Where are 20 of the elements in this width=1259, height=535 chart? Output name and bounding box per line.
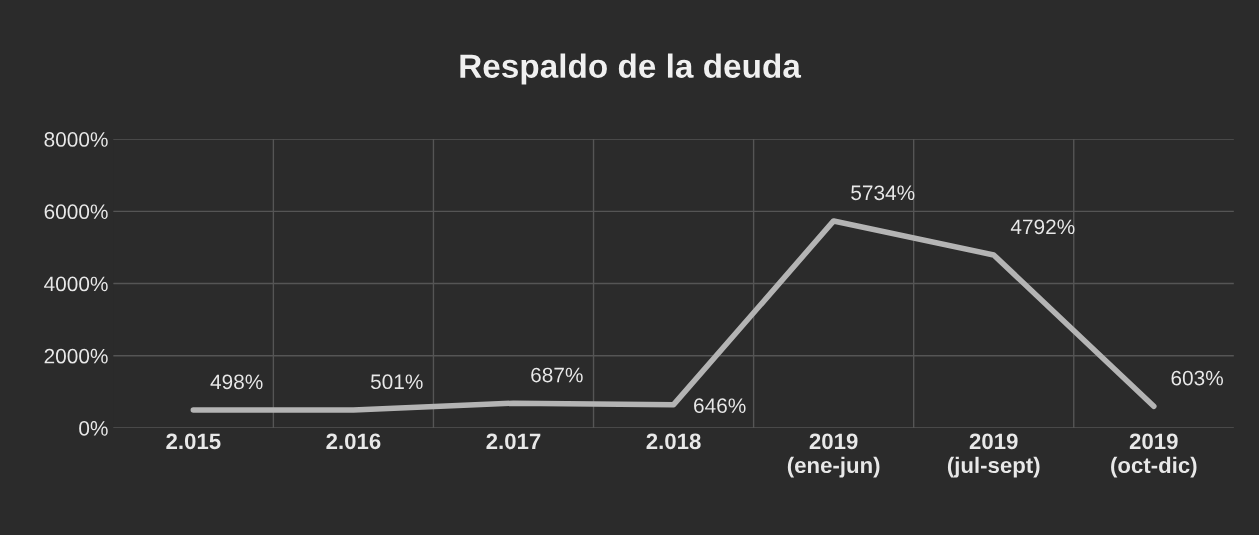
data-label: 603%	[1171, 370, 1223, 386]
y-tick-label: 0%	[79, 421, 108, 436]
y-tick-label: 6000%	[44, 204, 108, 220]
data-label: 646%	[694, 398, 746, 414]
y-tick-label: 8000%	[44, 132, 108, 147]
x-tick-label: 2.015	[166, 433, 221, 450]
x-tick-label: 2.018	[646, 433, 701, 450]
x-tick-label: 2019 (jul-sept)	[947, 433, 1040, 478]
data-label: 498%	[210, 374, 263, 390]
x-tick-label: 2.016	[326, 433, 381, 450]
y-tick-label: 4000%	[44, 276, 108, 292]
y-tick-label: 2000%	[44, 348, 108, 364]
data-label: 4792%	[1010, 219, 1075, 235]
x-tick-label: 2019 (oct-dic)	[1111, 433, 1197, 478]
x-tick-label: 2.017	[486, 433, 541, 450]
data-label: 687%	[531, 367, 583, 383]
chart-title: Respaldo de la deuda	[460, 53, 802, 85]
x-tick-label: 2019 (ene-jun)	[787, 433, 880, 478]
data-label: 5734%	[851, 185, 915, 201]
data-label: 501%	[370, 374, 423, 390]
